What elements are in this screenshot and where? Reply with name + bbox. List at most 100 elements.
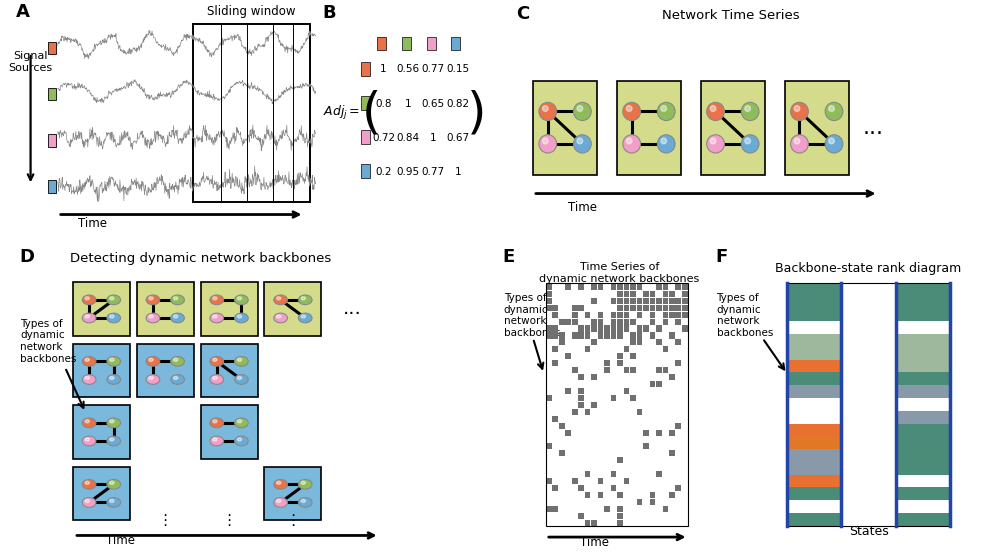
Circle shape (85, 499, 90, 503)
Bar (578, 485, 584, 491)
Bar (649, 332, 655, 338)
Bar (895, 334, 949, 347)
Circle shape (794, 138, 799, 144)
Bar (840, 321, 894, 334)
Circle shape (106, 418, 120, 427)
Bar (545, 283, 687, 526)
Circle shape (542, 138, 547, 144)
Circle shape (661, 106, 666, 112)
Bar (558, 450, 564, 456)
Circle shape (82, 418, 96, 427)
Circle shape (149, 358, 153, 361)
Bar (532, 81, 597, 175)
Bar (840, 462, 894, 474)
Circle shape (146, 357, 160, 366)
Bar (545, 506, 551, 512)
Bar (578, 332, 584, 338)
Circle shape (273, 479, 287, 489)
Circle shape (174, 377, 177, 379)
Circle shape (82, 295, 96, 305)
Bar (895, 424, 949, 436)
Bar (377, 38, 386, 50)
Bar (545, 305, 551, 311)
Bar (895, 398, 949, 411)
Circle shape (85, 358, 90, 361)
Bar (895, 385, 949, 398)
Circle shape (237, 377, 242, 379)
Bar (656, 298, 661, 304)
Bar (73, 282, 130, 336)
Bar (786, 513, 840, 526)
Bar (47, 41, 56, 54)
Bar (598, 319, 602, 325)
Bar (649, 298, 655, 304)
Circle shape (106, 498, 120, 507)
Circle shape (573, 135, 591, 153)
Bar (636, 284, 642, 290)
Bar (636, 298, 642, 304)
Circle shape (109, 499, 114, 503)
Bar (840, 436, 894, 449)
Bar (656, 340, 661, 346)
Bar (584, 346, 590, 352)
Text: 1: 1 (429, 133, 436, 143)
Text: Network Time Series: Network Time Series (661, 9, 799, 22)
Bar (616, 332, 622, 338)
Bar (552, 326, 557, 332)
Bar (649, 499, 655, 505)
Text: Time: Time (580, 536, 609, 549)
Bar (565, 284, 571, 290)
Bar (840, 474, 894, 487)
Text: 1: 1 (380, 65, 387, 75)
Bar (623, 346, 629, 352)
Circle shape (210, 374, 224, 384)
Bar (558, 422, 564, 429)
Bar (552, 360, 557, 366)
Circle shape (710, 106, 715, 112)
Circle shape (710, 138, 715, 144)
Circle shape (106, 436, 120, 446)
Bar (137, 282, 193, 336)
Bar (649, 291, 655, 297)
Circle shape (212, 420, 217, 423)
Bar (545, 478, 551, 484)
Bar (786, 359, 840, 373)
Text: States: States (848, 525, 887, 539)
Bar (681, 305, 687, 311)
Bar (73, 467, 130, 520)
Bar (616, 284, 622, 290)
Bar (786, 283, 840, 296)
Circle shape (109, 358, 114, 361)
Bar (840, 309, 894, 321)
Text: ): ) (466, 89, 486, 137)
Circle shape (106, 479, 120, 489)
Circle shape (109, 481, 114, 484)
Bar (669, 305, 674, 311)
Bar (895, 500, 949, 513)
Bar (840, 424, 894, 436)
Circle shape (276, 315, 281, 318)
Text: Types of
dynamic
network
backbones: Types of dynamic network backbones (716, 293, 772, 338)
Circle shape (174, 358, 177, 361)
Bar (895, 462, 949, 474)
Bar (401, 38, 410, 50)
Bar (623, 284, 629, 290)
Circle shape (235, 295, 247, 305)
Circle shape (85, 420, 90, 423)
Circle shape (273, 313, 287, 323)
Bar (591, 402, 597, 408)
Bar (643, 291, 648, 297)
Circle shape (109, 420, 114, 423)
Circle shape (298, 498, 312, 507)
Bar (264, 467, 321, 520)
Bar (565, 430, 571, 436)
Bar (616, 81, 680, 175)
Text: F: F (715, 248, 727, 266)
Bar (674, 485, 680, 491)
Bar (674, 284, 680, 290)
Bar (584, 326, 590, 332)
Bar (643, 444, 648, 450)
Bar (616, 513, 622, 519)
Circle shape (235, 357, 247, 366)
Circle shape (626, 106, 631, 112)
